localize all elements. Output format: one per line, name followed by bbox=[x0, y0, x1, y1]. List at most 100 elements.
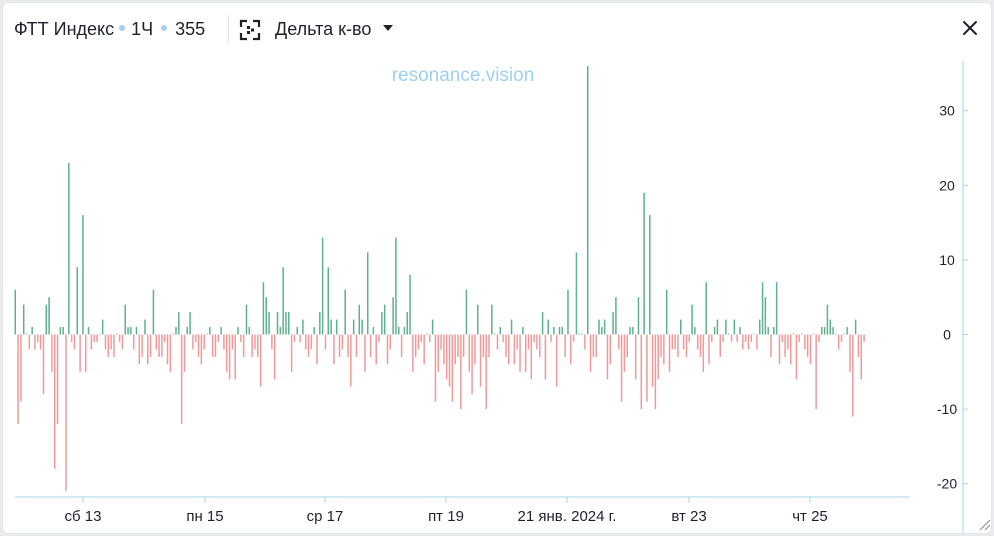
bar bbox=[846, 327, 848, 335]
bar bbox=[809, 334, 812, 365]
bar bbox=[28, 334, 31, 350]
bar bbox=[341, 334, 344, 350]
bar bbox=[572, 334, 575, 342]
bar bbox=[234, 334, 236, 380]
bar bbox=[598, 319, 600, 335]
bar bbox=[39, 334, 42, 350]
bar bbox=[169, 334, 172, 372]
separator-dot bbox=[119, 25, 126, 32]
bar bbox=[431, 319, 434, 335]
bar bbox=[854, 319, 857, 335]
bar bbox=[381, 312, 383, 335]
bar bbox=[101, 319, 104, 335]
bar bbox=[226, 334, 228, 372]
bar bbox=[82, 215, 84, 335]
bar bbox=[116, 333, 118, 335]
bar bbox=[555, 334, 558, 387]
bar bbox=[90, 334, 93, 350]
bar bbox=[460, 334, 462, 410]
bar bbox=[178, 312, 180, 335]
bar bbox=[465, 289, 468, 335]
y-tick-label: 20 bbox=[939, 177, 955, 193]
bar bbox=[818, 334, 820, 342]
bar bbox=[544, 334, 547, 380]
bar bbox=[485, 334, 487, 410]
bar bbox=[104, 334, 107, 350]
bar bbox=[282, 267, 284, 335]
bar bbox=[499, 327, 502, 335]
interval-label[interactable]: 1Ч bbox=[131, 19, 154, 39]
bar bbox=[209, 327, 211, 335]
bar bbox=[96, 334, 98, 342]
bar bbox=[657, 334, 659, 380]
bar bbox=[417, 334, 420, 350]
bar bbox=[770, 334, 772, 357]
bar bbox=[290, 334, 293, 372]
bar bbox=[536, 334, 538, 350]
bar bbox=[550, 334, 552, 342]
bar bbox=[739, 327, 741, 335]
bar bbox=[640, 334, 643, 410]
bar bbox=[166, 334, 169, 365]
bar bbox=[609, 334, 612, 365]
bar bbox=[606, 334, 609, 380]
bar bbox=[423, 334, 425, 365]
bar bbox=[121, 334, 124, 350]
bar bbox=[220, 327, 222, 335]
bar bbox=[719, 334, 721, 357]
bar bbox=[806, 334, 809, 357]
bar bbox=[570, 334, 572, 365]
bar bbox=[383, 304, 386, 335]
resize-grip-icon[interactable] bbox=[977, 517, 991, 531]
bar bbox=[716, 319, 719, 335]
bar bbox=[617, 334, 620, 350]
bar bbox=[798, 334, 800, 342]
bar bbox=[519, 334, 521, 372]
bar bbox=[547, 319, 549, 335]
bar bbox=[620, 334, 623, 402]
bar bbox=[51, 334, 53, 372]
bar bbox=[835, 333, 837, 335]
bar bbox=[646, 334, 648, 402]
close-icon[interactable] bbox=[959, 17, 981, 39]
bar bbox=[350, 334, 352, 387]
bar bbox=[773, 327, 775, 335]
bar bbox=[240, 334, 242, 342]
bar bbox=[265, 297, 267, 335]
bar bbox=[849, 334, 851, 372]
bar bbox=[553, 327, 555, 335]
bar bbox=[147, 334, 149, 365]
bar bbox=[372, 327, 375, 335]
bar bbox=[581, 333, 583, 335]
bar bbox=[254, 334, 256, 350]
bar bbox=[347, 334, 349, 357]
bar bbox=[826, 304, 829, 335]
bar bbox=[268, 312, 270, 335]
bar bbox=[155, 334, 157, 350]
bar bbox=[801, 333, 803, 335]
bar bbox=[20, 334, 22, 402]
bar bbox=[677, 334, 679, 357]
bar bbox=[110, 334, 112, 350]
bar bbox=[595, 334, 597, 357]
bar bbox=[192, 334, 194, 350]
bar bbox=[727, 333, 730, 335]
bar bbox=[375, 334, 377, 365]
bar bbox=[744, 334, 747, 342]
bar bbox=[649, 215, 651, 335]
bar bbox=[400, 334, 403, 357]
bar bbox=[795, 334, 798, 380]
bar bbox=[262, 282, 265, 335]
bar bbox=[288, 312, 290, 335]
x-tick-label: пн 15 bbox=[186, 508, 223, 525]
bar bbox=[454, 334, 456, 365]
bar bbox=[248, 327, 251, 335]
bar bbox=[392, 297, 394, 335]
bar bbox=[682, 334, 685, 350]
y-tick-label: 30 bbox=[939, 103, 955, 119]
mode-dropdown[interactable]: Дельта к-во bbox=[275, 19, 394, 40]
bar bbox=[812, 333, 815, 335]
header-divider bbox=[228, 15, 229, 43]
mode-label: Дельта к-во bbox=[275, 19, 372, 39]
focus-frame-icon[interactable] bbox=[239, 19, 261, 41]
